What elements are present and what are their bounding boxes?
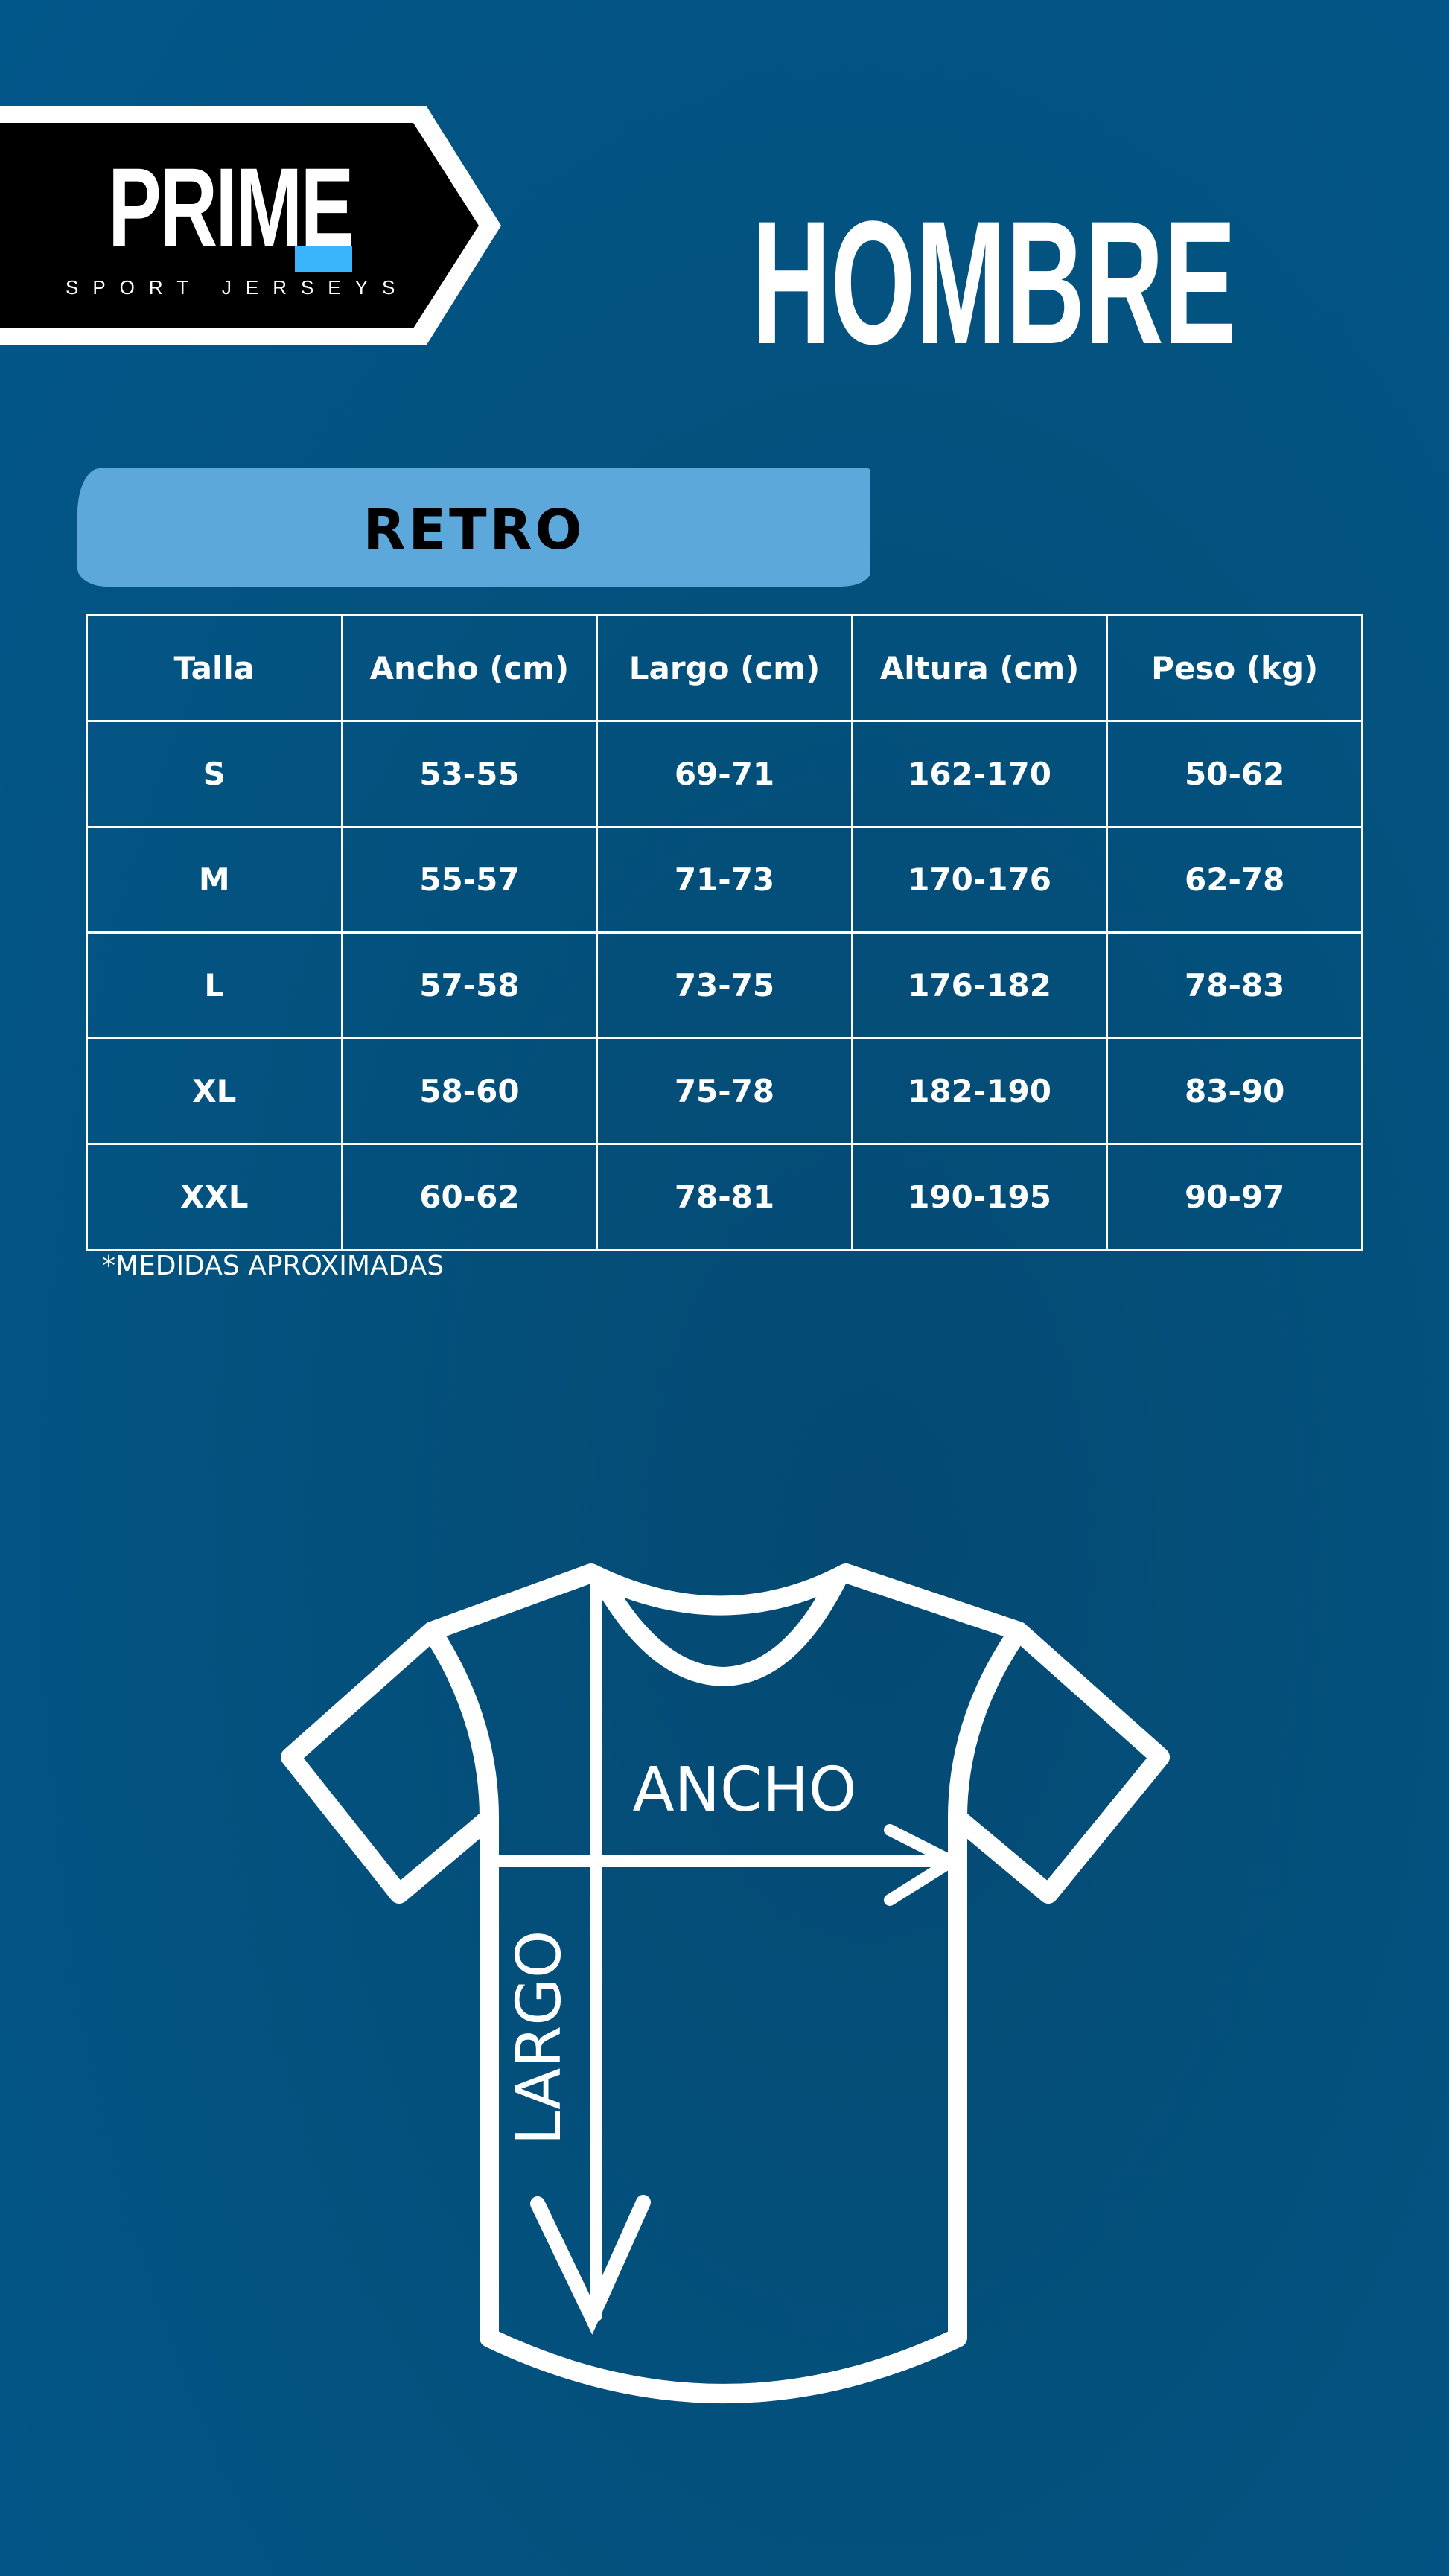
table-row: S 53-55 69-71 162-170 50-62 [86,720,1363,828]
header-cell: Talla [86,614,343,722]
table-row: L 57-58 73-75 176-182 78-83 [86,931,1363,1039]
header-cell: Altura (cm) [850,614,1109,722]
measure-cell: 62-78 [1106,826,1363,934]
measure-cell: 69-71 [596,720,853,828]
footnote: *MEDIDAS APROXIMADAS [102,1251,445,1281]
size-cell: S [86,720,343,828]
shirt-sleeve-seam-right [948,1622,1028,1828]
brand-logo: PRIME SPORT JERSEYS [0,106,501,345]
measure-cell: 50-62 [1106,720,1363,828]
measure-cell: 55-57 [340,826,599,934]
measure-cell: 78-81 [596,1143,853,1251]
page-title: HOMBRE [752,185,1237,381]
measure-cell: 90-97 [1106,1143,1363,1251]
length-label: LARGO [504,1931,575,2146]
logo-arrow-shape [0,106,501,345]
shirt-sleeve-seam-left [422,1622,499,1828]
size-cell: XXL [86,1143,343,1251]
measure-cell: 58-60 [340,1037,599,1145]
section-banner: RETRO [77,468,870,587]
measure-cell: 182-190 [850,1037,1109,1145]
header-cell: Ancho (cm) [340,614,599,722]
table-header-row: Talla Ancho (cm) Largo (cm) Altura (cm) … [86,614,1363,722]
logo-wordmark: PRIME [108,144,354,270]
table-row: XXL 60-62 78-81 190-195 90-97 [86,1143,1363,1251]
measure-cell: 71-73 [596,826,853,934]
header-cell: Largo (cm) [596,614,853,722]
width-label: ANCHO [633,1755,857,1826]
measure-cell: 75-78 [596,1037,853,1145]
measure-cell: 162-170 [850,720,1109,828]
table-row: M 55-57 71-73 170-176 62-78 [86,826,1363,934]
measure-cell: 83-90 [1106,1037,1363,1145]
logo-tagline: SPORT JERSEYS [66,276,410,299]
shirt-collar [591,1569,847,1686]
size-cell: M [86,826,343,934]
header-cell: Peso (kg) [1106,614,1363,722]
measure-cell: 73-75 [596,931,853,1039]
measure-cell: 53-55 [340,720,599,828]
shirt-outline [281,1563,1170,2403]
logo-accent-bar [295,246,352,272]
measure-cell: 176-182 [850,931,1109,1039]
measure-cell: 78-83 [1106,931,1363,1039]
size-cell: XL [86,1037,343,1145]
length-arrowhead-icon [530,2195,651,2335]
measure-cell: 57-58 [340,931,599,1039]
size-cell: L [86,931,343,1039]
size-table: Talla Ancho (cm) Largo (cm) Altura (cm) … [86,614,1363,1251]
width-arrowhead-icon [884,1824,964,1906]
measure-cell: 170-176 [850,826,1109,934]
measure-cell: 190-195 [850,1143,1109,1251]
table-row: XL 58-60 75-78 182-190 83-90 [86,1037,1363,1145]
section-label: RETRO [363,498,585,562]
measure-cell: 60-62 [340,1143,599,1251]
